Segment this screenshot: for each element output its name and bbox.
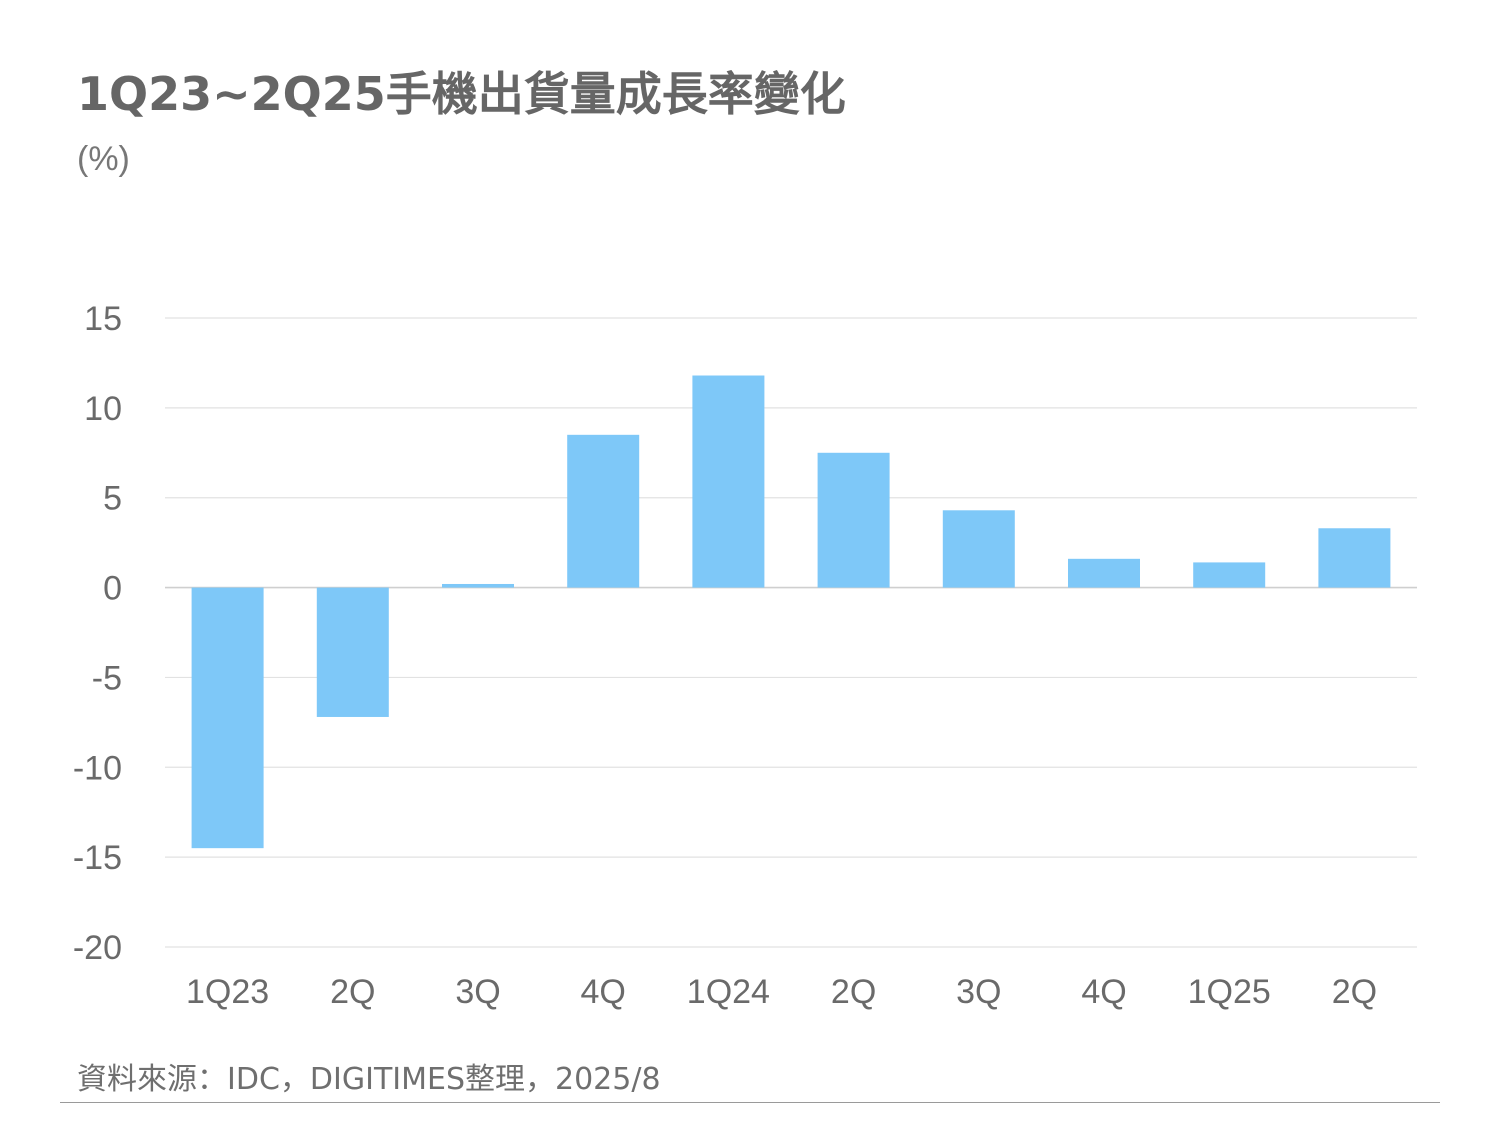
x-tick-label: 1Q24 xyxy=(687,973,770,1011)
bottom-divider xyxy=(60,1102,1440,1103)
x-tick-label: 2Q xyxy=(831,973,876,1011)
x-tick-label: 1Q25 xyxy=(1188,973,1271,1011)
x-tick-label: 3Q xyxy=(455,973,500,1011)
bar xyxy=(817,452,890,588)
bar xyxy=(692,375,765,588)
x-tick-label: 4Q xyxy=(581,973,626,1011)
y-tick-label: -5 xyxy=(92,659,122,697)
y-tick-label: 0 xyxy=(103,570,122,608)
bars xyxy=(191,375,1391,849)
y-tick-label: 5 xyxy=(103,480,122,518)
x-tick-label: 1Q23 xyxy=(186,973,269,1011)
bar xyxy=(316,587,389,717)
chart-title: 1Q23~2Q25手機出貨量成長率變化 xyxy=(77,67,846,121)
bar xyxy=(1193,562,1266,588)
bar xyxy=(942,510,1015,588)
bar xyxy=(1318,528,1391,588)
y-tick-label: -15 xyxy=(73,839,122,877)
bar xyxy=(442,583,514,588)
y-tick-label: 10 xyxy=(84,390,122,428)
bar xyxy=(567,434,640,588)
x-tick-label: 2Q xyxy=(1332,973,1377,1011)
y-tick-label: -20 xyxy=(73,929,122,967)
y-tick-labels: 15 10 5 0 -5 -10 -15 -20 xyxy=(73,300,122,967)
bar xyxy=(191,587,264,849)
bar xyxy=(1068,558,1140,588)
y-tick-label: 15 xyxy=(84,300,122,338)
y-tick-label: -10 xyxy=(73,749,122,787)
x-tick-labels: 1Q23 2Q 3Q 4Q 1Q24 2Q 3Q 4Q 1Q25 2Q xyxy=(186,973,1377,1011)
x-tick-label: 4Q xyxy=(1081,973,1126,1011)
source-note: 資料來源：IDC，DIGITIMES整理，2025/8 xyxy=(77,1062,661,1097)
x-tick-label: 3Q xyxy=(956,973,1001,1011)
x-tick-label: 2Q xyxy=(330,973,375,1011)
y-axis-unit: (%) xyxy=(77,140,130,178)
